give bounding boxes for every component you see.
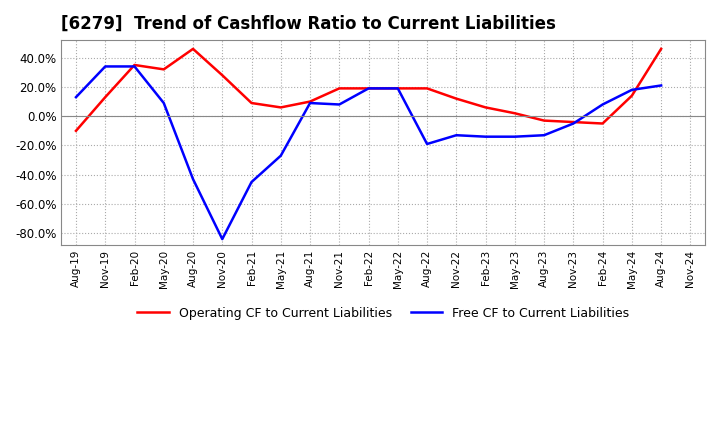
Free CF to Current Liabilities bbox=[569, 121, 577, 126]
Operating CF to Current Liabilities bbox=[130, 62, 139, 68]
Operating CF to Current Liabilities bbox=[276, 105, 285, 110]
Operating CF to Current Liabilities bbox=[159, 67, 168, 72]
Operating CF to Current Liabilities bbox=[72, 128, 81, 133]
Operating CF to Current Liabilities bbox=[101, 95, 109, 100]
Free CF to Current Liabilities bbox=[247, 180, 256, 185]
Operating CF to Current Liabilities bbox=[364, 86, 373, 91]
Operating CF to Current Liabilities bbox=[657, 46, 665, 51]
Free CF to Current Liabilities bbox=[189, 176, 197, 182]
Free CF to Current Liabilities bbox=[540, 132, 549, 138]
Operating CF to Current Liabilities bbox=[452, 96, 461, 101]
Operating CF to Current Liabilities bbox=[218, 73, 227, 78]
Operating CF to Current Liabilities bbox=[481, 105, 490, 110]
Line: Operating CF to Current Liabilities: Operating CF to Current Liabilities bbox=[76, 49, 661, 131]
Operating CF to Current Liabilities bbox=[598, 121, 607, 126]
Operating CF to Current Liabilities bbox=[423, 86, 431, 91]
Free CF to Current Liabilities bbox=[423, 141, 431, 147]
Operating CF to Current Liabilities bbox=[247, 100, 256, 106]
Free CF to Current Liabilities bbox=[657, 83, 665, 88]
Free CF to Current Liabilities bbox=[335, 102, 343, 107]
Operating CF to Current Liabilities bbox=[189, 46, 197, 51]
Operating CF to Current Liabilities bbox=[540, 118, 549, 123]
Free CF to Current Liabilities bbox=[481, 134, 490, 139]
Free CF to Current Liabilities bbox=[72, 95, 81, 100]
Operating CF to Current Liabilities bbox=[628, 93, 636, 99]
Operating CF to Current Liabilities bbox=[335, 86, 343, 91]
Operating CF to Current Liabilities bbox=[510, 110, 519, 116]
Free CF to Current Liabilities bbox=[510, 134, 519, 139]
Operating CF to Current Liabilities bbox=[569, 119, 577, 125]
Free CF to Current Liabilities bbox=[394, 86, 402, 91]
Legend: Operating CF to Current Liabilities, Free CF to Current Liabilities: Operating CF to Current Liabilities, Fre… bbox=[132, 302, 634, 325]
Operating CF to Current Liabilities bbox=[306, 99, 315, 104]
Free CF to Current Liabilities bbox=[101, 64, 109, 69]
Free CF to Current Liabilities bbox=[306, 100, 315, 106]
Free CF to Current Liabilities bbox=[130, 64, 139, 69]
Free CF to Current Liabilities bbox=[218, 236, 227, 242]
Free CF to Current Liabilities bbox=[628, 87, 636, 92]
Free CF to Current Liabilities bbox=[452, 132, 461, 138]
Free CF to Current Liabilities bbox=[276, 153, 285, 158]
Operating CF to Current Liabilities bbox=[394, 86, 402, 91]
Free CF to Current Liabilities bbox=[159, 100, 168, 106]
Free CF to Current Liabilities bbox=[598, 102, 607, 107]
Free CF to Current Liabilities bbox=[364, 86, 373, 91]
Text: [6279]  Trend of Cashflow Ratio to Current Liabilities: [6279] Trend of Cashflow Ratio to Curren… bbox=[61, 15, 557, 33]
Line: Free CF to Current Liabilities: Free CF to Current Liabilities bbox=[76, 66, 661, 239]
